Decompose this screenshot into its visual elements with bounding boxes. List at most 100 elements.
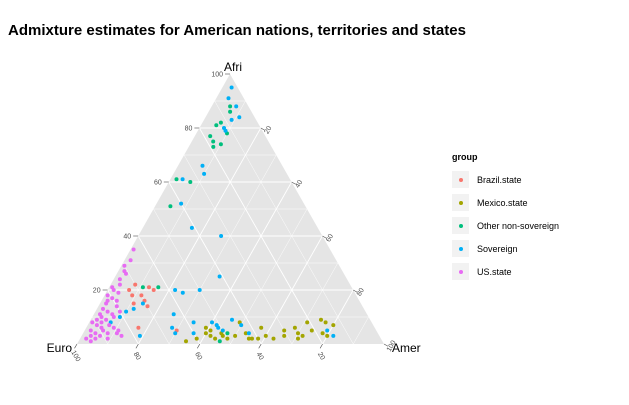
point-mexico-state <box>331 323 336 328</box>
tick-label-afri: 20 <box>93 288 101 295</box>
point-us-state <box>101 306 105 311</box>
point-other-non-sovereign <box>211 139 216 144</box>
legend-label: Sovereign <box>477 243 518 254</box>
point-brazil-state <box>133 282 138 287</box>
point-us-state <box>105 293 110 298</box>
point-mexico-state <box>282 333 287 338</box>
axis-label-euro: Euro <box>47 341 73 355</box>
point-sovereign <box>197 288 202 292</box>
point-other-non-sovereign <box>218 142 223 147</box>
point-us-state <box>111 325 116 330</box>
grid-line-euro <box>122 262 170 345</box>
grid-line-euro <box>183 154 293 345</box>
tick-mark-euro <box>74 343 78 349</box>
point-sovereign <box>173 331 178 336</box>
legend-dot <box>458 269 463 274</box>
point-us-state <box>105 298 110 303</box>
point-mexico-state <box>184 339 188 344</box>
point-mexico-state <box>296 336 300 341</box>
point-us-state <box>124 271 128 276</box>
point-us-state <box>122 263 127 268</box>
point-us-state <box>117 282 122 287</box>
point-sovereign <box>210 320 214 325</box>
grid-line-amer <box>353 316 369 345</box>
grid-line-amer <box>168 154 277 345</box>
point-sovereign <box>117 315 122 319</box>
point-us-state <box>88 339 93 344</box>
grid-line-euro <box>137 235 201 345</box>
legend-dot <box>458 246 463 251</box>
point-mexico-state <box>296 331 300 336</box>
point-us-state <box>110 296 115 301</box>
point-sovereign <box>325 328 330 333</box>
point-other-non-sovereign <box>228 104 233 109</box>
point-brazil-state <box>139 293 144 298</box>
point-mexico-state <box>319 317 323 322</box>
point-other-non-sovereign <box>211 144 216 149</box>
point-brazil-state <box>151 288 156 292</box>
point-sovereign <box>191 331 196 336</box>
point-mexico-state <box>271 336 276 341</box>
point-us-state <box>105 309 110 314</box>
point-other-non-sovereign <box>156 285 161 290</box>
point-mexico-state <box>208 333 213 338</box>
tick-label-afri: 100 <box>211 72 223 79</box>
legend-title: group <box>452 152 478 162</box>
tick-mark-euro <box>197 343 201 349</box>
legend: group Brazil.state Mexico.state Other non-… <box>452 152 559 283</box>
point-brazil-state <box>127 288 132 292</box>
point-us-state <box>101 328 106 333</box>
point-sovereign <box>239 323 244 328</box>
point-mexico-state <box>203 325 208 330</box>
grid-line-amer <box>291 262 338 345</box>
legend-key <box>452 194 469 211</box>
tick-label-amer: 60 <box>325 233 335 243</box>
point-other-non-sovereign <box>140 285 145 290</box>
point-sovereign <box>229 117 234 122</box>
point-sovereign <box>170 325 175 330</box>
tick-label-afri: 40 <box>123 234 131 241</box>
point-sovereign <box>191 320 196 325</box>
legend-label: Mexico.state <box>477 197 528 208</box>
tick-label-amer: 80 <box>356 287 366 297</box>
point-us-state <box>111 288 116 292</box>
point-us-state <box>117 277 122 282</box>
tick-mark-amer <box>322 235 327 239</box>
legend-label: Other non-sovereign <box>477 220 560 231</box>
point-us-state <box>114 304 119 309</box>
point-sovereign <box>180 290 185 295</box>
point-us-state <box>93 331 98 336</box>
point-us-state <box>98 333 102 338</box>
point-sovereign <box>131 306 136 311</box>
point-brazil-state <box>136 325 141 330</box>
tick-mark-euro <box>135 343 139 349</box>
point-sovereign <box>189 225 194 230</box>
legend-item-brazil-state: Brazil.state <box>452 168 559 191</box>
point-us-state <box>105 331 110 336</box>
point-us-state <box>107 323 112 328</box>
point-us-state <box>116 290 121 295</box>
point-sovereign <box>202 171 207 176</box>
point-sovereign <box>234 104 239 109</box>
point-other-non-sovereign <box>174 177 179 182</box>
legend-key <box>452 217 469 234</box>
point-brazil-state <box>131 301 136 306</box>
legend-label: Brazil.state <box>477 174 522 185</box>
point-us-state <box>104 317 109 322</box>
point-sovereign <box>246 331 251 336</box>
point-mexico-state <box>246 336 251 341</box>
grid-line-euro <box>92 316 108 345</box>
legend-key <box>452 240 469 257</box>
legend-item-mexico-state: Mexico.state <box>452 191 559 214</box>
point-sovereign <box>220 328 225 333</box>
point-other-non-sovereign <box>214 123 219 128</box>
data-points <box>84 85 336 344</box>
point-sovereign <box>180 177 185 182</box>
tick-label-amer: 20 <box>264 125 274 135</box>
grid-line-euro <box>153 208 231 345</box>
point-us-state <box>98 312 102 317</box>
legend-item-other-non-sovereign: Other non-sovereign <box>452 214 559 237</box>
legend-key <box>452 263 469 280</box>
point-sovereign <box>173 288 178 292</box>
point-sovereign <box>229 85 234 90</box>
